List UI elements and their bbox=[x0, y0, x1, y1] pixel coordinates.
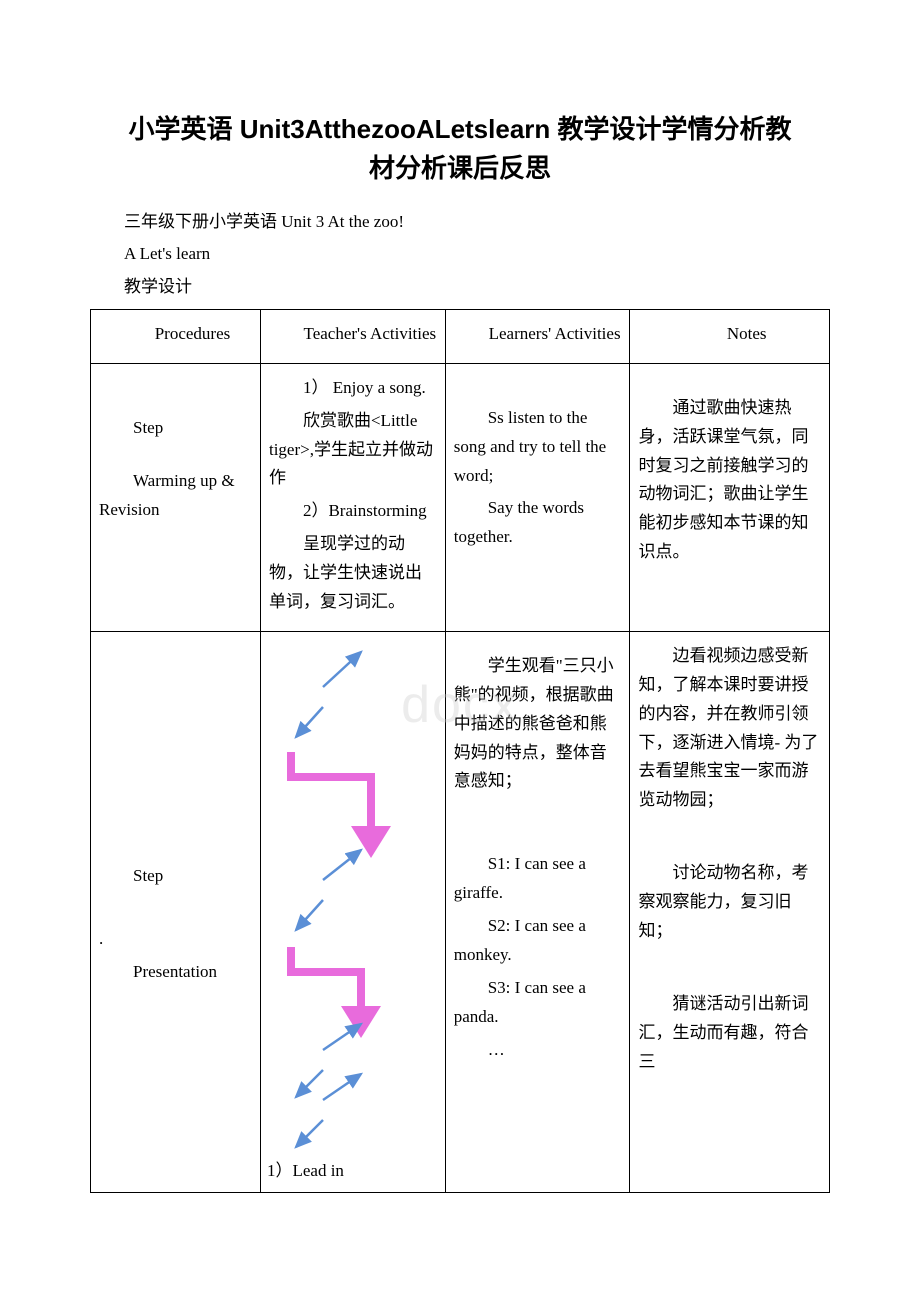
header-text: Procedures bbox=[99, 320, 252, 349]
cell-teacher-1: 1） Enjoy a song. 欣赏歌曲<Little tiger>,学生起立… bbox=[260, 363, 445, 631]
header-text: Teacher's Activities bbox=[269, 320, 437, 349]
text: S2: I can see a monkey. bbox=[454, 912, 622, 970]
text: 欣赏歌曲<Little tiger>,学生起立并做动作 bbox=[269, 407, 437, 494]
header-text: Notes bbox=[638, 320, 821, 349]
header-teacher: Teacher's Activities bbox=[260, 309, 445, 363]
arrow-diagram bbox=[261, 632, 446, 1192]
header-procedures: Procedures bbox=[91, 309, 261, 363]
subtitle-2: A Let's learn bbox=[90, 238, 830, 270]
table-row: Step Warming up & Revision 1） Enjoy a so… bbox=[91, 363, 830, 631]
header-notes: Notes bbox=[630, 309, 830, 363]
text: Say the words together. bbox=[454, 494, 622, 552]
lesson-plan-table: Procedures Teacher's Activities Learners… bbox=[90, 309, 830, 1193]
cell-procedures-1: Step Warming up & Revision bbox=[91, 363, 261, 631]
table-header-row: Procedures Teacher's Activities Learners… bbox=[91, 309, 830, 363]
text: 呈现学过的动物，让学生快速说出单词，复习词汇。 bbox=[269, 530, 437, 617]
text: S3: I can see a panda. bbox=[454, 974, 622, 1032]
step-name: Warming up & Revision bbox=[99, 467, 252, 525]
text: 学生观看"三只小熊"的视频，根据歌曲中描述的熊爸爸和熊妈妈的特点，整体音意感知； bbox=[454, 652, 622, 796]
cell-teacher-2: 1）Lead in bbox=[260, 631, 445, 1192]
title-line-1: 小学英语 Unit3AtthezooALetslearn 教学设计学情分析教 bbox=[128, 114, 791, 144]
cell-notes-1: 通过歌曲快速热身，活跃课堂气氛，同时复习之前接触学习的动物词汇；歌曲让学生能初步… bbox=[630, 363, 830, 631]
table-row: Step . Presentation bbox=[91, 631, 830, 1192]
dot: . bbox=[99, 925, 252, 954]
subtitle-3: 教学设计 bbox=[90, 271, 830, 303]
cell-learners-2: 学生观看"三只小熊"的视频，根据歌曲中描述的熊爸爸和熊妈妈的特点，整体音意感知；… bbox=[445, 631, 630, 1192]
text: S1: I can see a giraffe. bbox=[454, 850, 622, 908]
page-container: 小学英语 Unit3AtthezooALetslearn 教学设计学情分析教 材… bbox=[0, 0, 920, 1193]
text: 边看视频边感受新知，了解本课时要讲授的内容，并在教师引领下，逐渐进入情境- 为了… bbox=[638, 642, 821, 815]
text: 通过歌曲快速热身，活跃课堂气氛，同时复习之前接触学习的动物词汇；歌曲让学生能初步… bbox=[638, 394, 821, 567]
header-learners: Learners' Activities bbox=[445, 309, 630, 363]
cell-notes-2: 边看视频边感受新知，了解本课时要讲授的内容，并在教师引领下，逐渐进入情境- 为了… bbox=[630, 631, 830, 1192]
text: 猜谜活动引出新词汇，生动而有趣，符合三 bbox=[638, 990, 821, 1077]
document-title: 小学英语 Unit3AtthezooALetslearn 教学设计学情分析教 材… bbox=[90, 110, 830, 188]
text: 1） Enjoy a song. bbox=[269, 374, 437, 403]
subtitle-1: 三年级下册小学英语 Unit 3 At the zoo! bbox=[90, 206, 830, 238]
step-label: Step bbox=[99, 414, 252, 443]
text: Ss listen to the song and try to tell th… bbox=[454, 404, 622, 491]
step-name: Presentation bbox=[99, 958, 252, 987]
cell-procedures-2: Step . Presentation bbox=[91, 631, 261, 1192]
step-label: Step bbox=[99, 862, 252, 891]
text: 2）Brainstorming bbox=[269, 497, 437, 526]
header-text: Learners' Activities bbox=[454, 320, 622, 349]
cell-learners-1: Ss listen to the song and try to tell th… bbox=[445, 363, 630, 631]
text: … bbox=[454, 1036, 622, 1065]
title-line-2: 材分析课后反思 bbox=[369, 153, 551, 183]
text: 讨论动物名称，考察观察能力，复习旧知； bbox=[638, 859, 821, 946]
lead-in-text: 1）Lead in bbox=[267, 1157, 344, 1186]
